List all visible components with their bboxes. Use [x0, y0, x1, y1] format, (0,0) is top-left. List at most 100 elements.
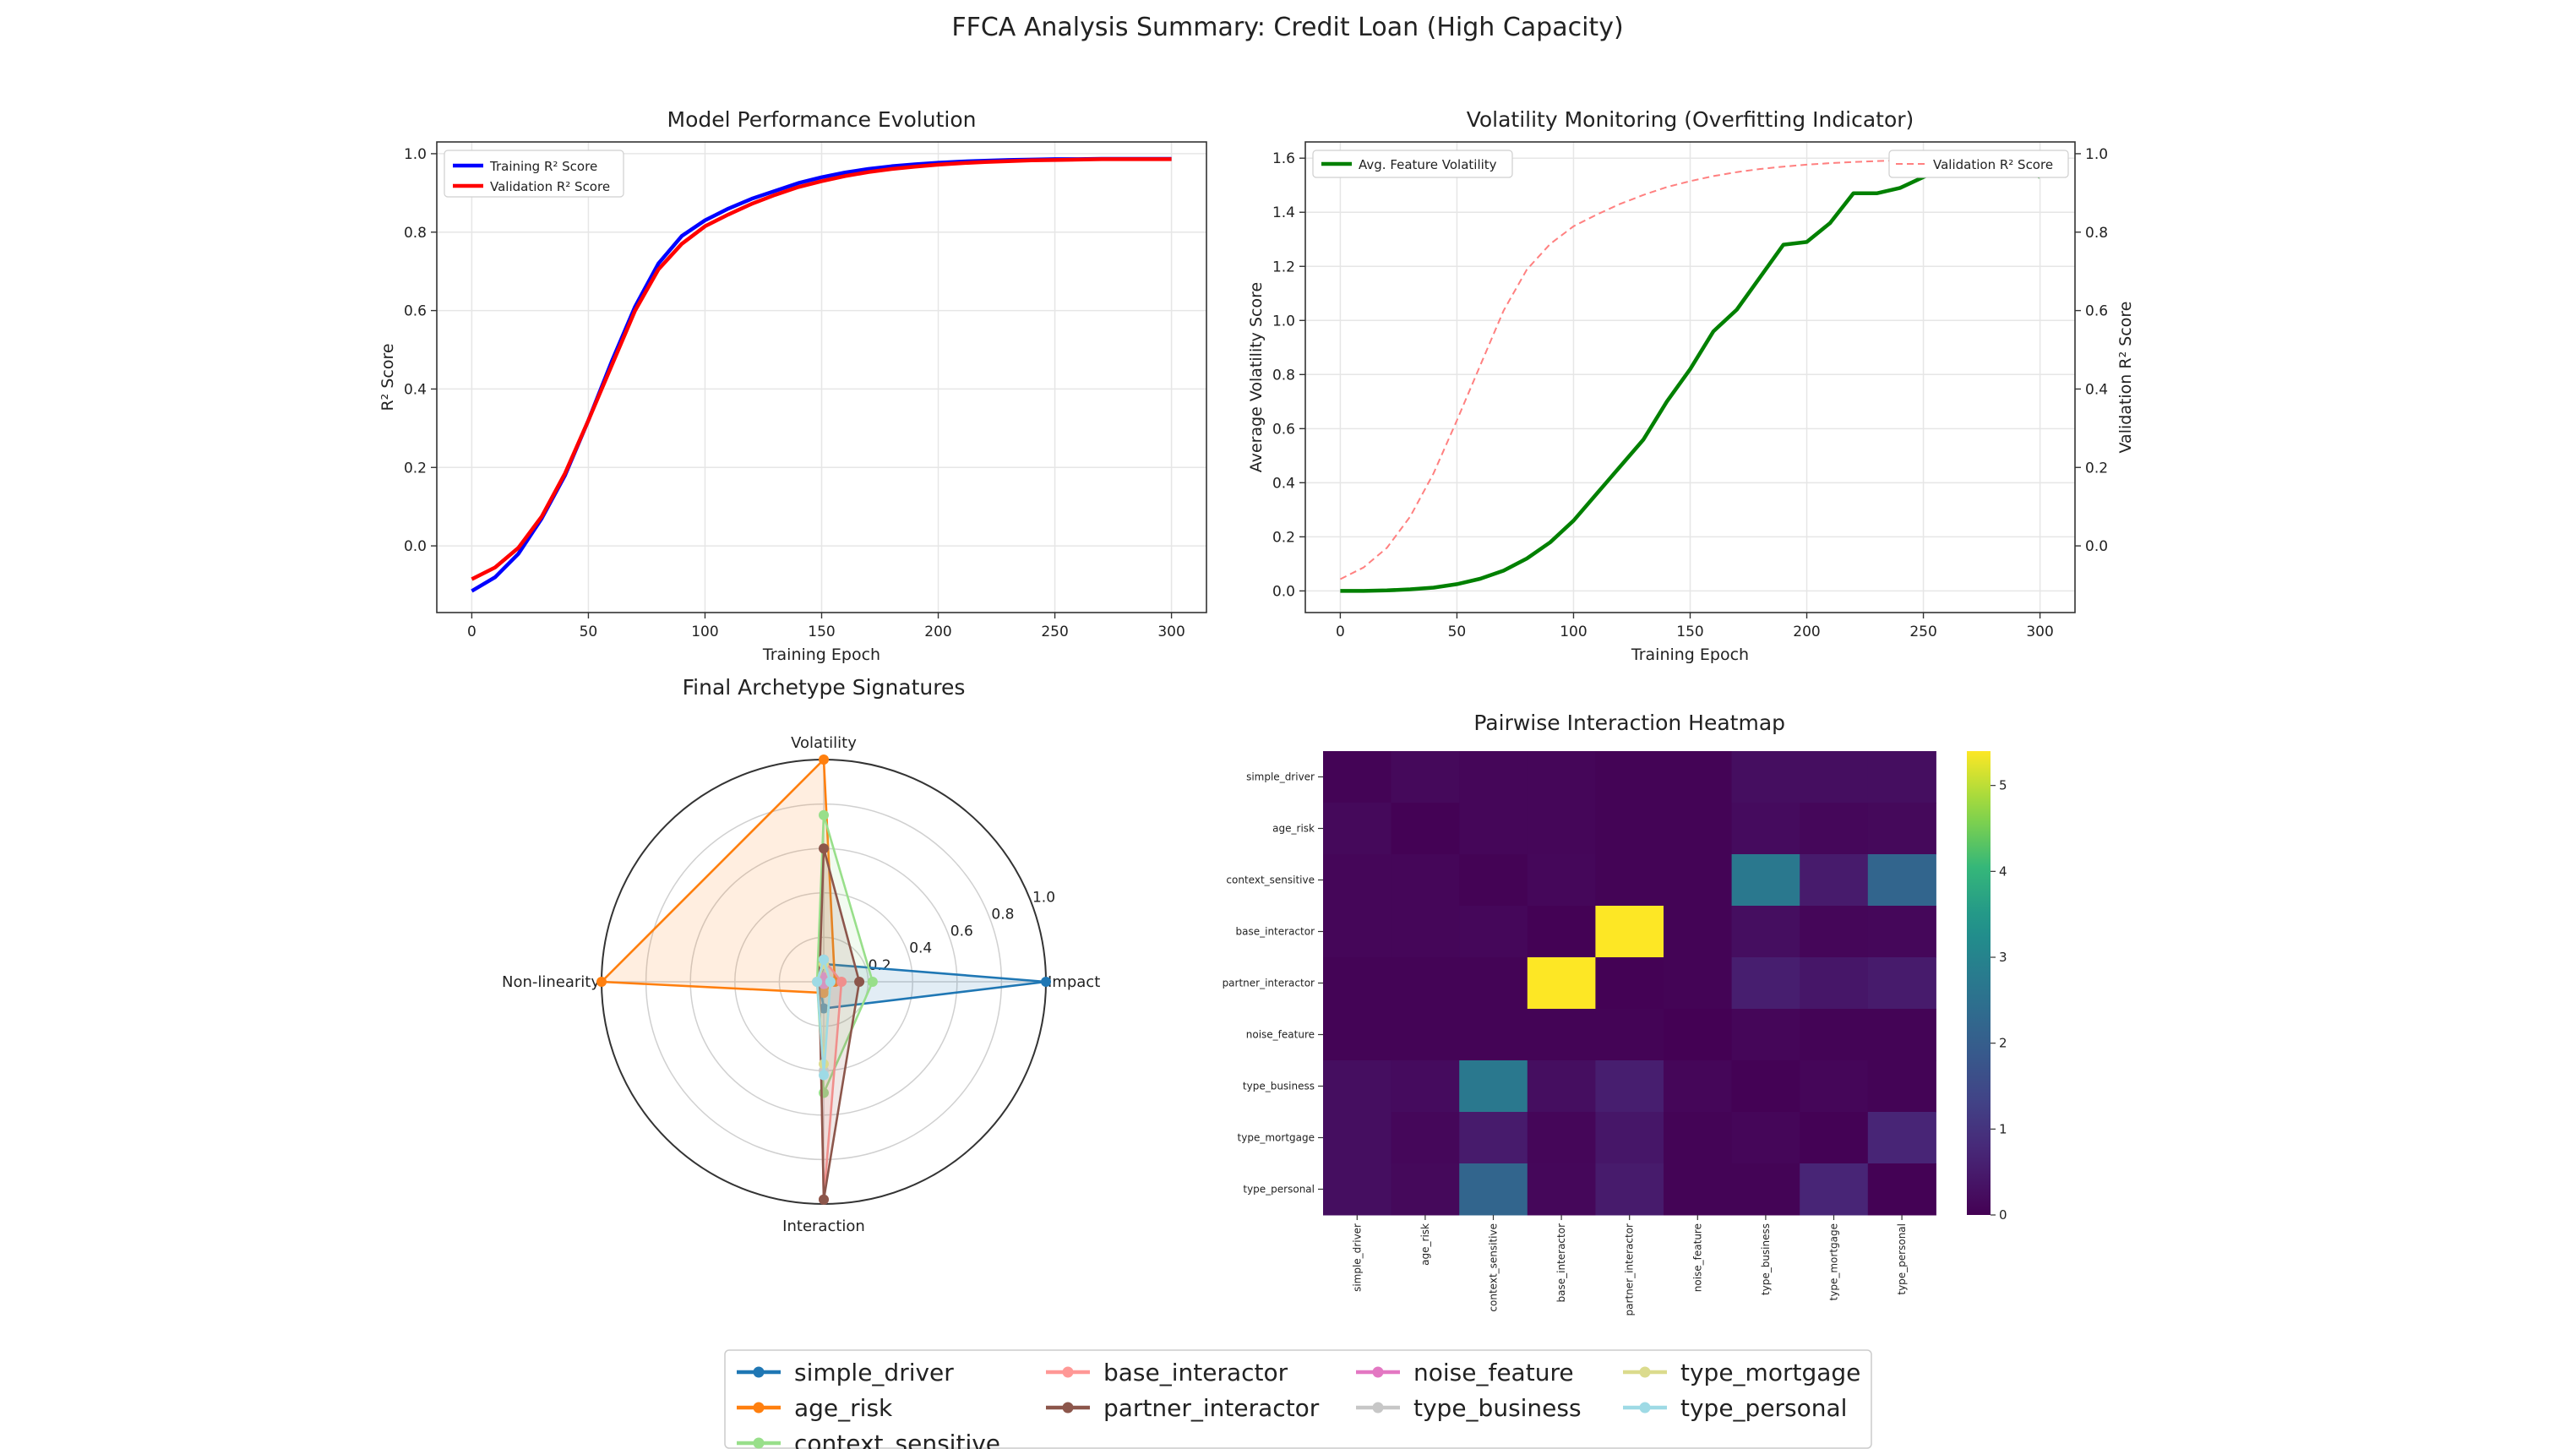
y-tick-label: 1.4: [1272, 204, 1295, 221]
radar-point: [819, 1070, 829, 1081]
heatmap-cell: [1731, 1163, 1800, 1216]
legend-swatch-marker: [1372, 1402, 1384, 1414]
heatmap-cell: [1731, 803, 1800, 855]
axis-label-volatility: Volatility: [791, 734, 857, 752]
y-tick-label: 1.0: [404, 146, 427, 163]
performance-chart: 0 50 100 150 200 250 300 0.0 0.2 0.4 0.6 0.8 1.0 Mode…: [379, 107, 1207, 664]
legend-box: [444, 150, 624, 198]
row-label: base_interactor: [1236, 926, 1315, 938]
legend-swatch-marker: [753, 1437, 765, 1449]
column-label: base_interactor: [1555, 1223, 1567, 1303]
legend-label: type_business: [1413, 1394, 1582, 1422]
x-tick-label: 0: [1336, 624, 1345, 640]
y-tick-label: 1.6: [1272, 150, 1295, 167]
y-tick-label: 0.0: [404, 538, 427, 555]
x-tick-label: 150: [1676, 624, 1703, 640]
colorbar-tick-label: 4: [1999, 863, 2007, 879]
volatility-chart: 0 50 100 150 200 250 300 0.0 0.2 0.4 0.6 0.8 1.0 1.2 1…: [1247, 107, 2135, 664]
heatmap-cell: [1800, 1009, 1869, 1061]
x-tick-label: 300: [2026, 624, 2053, 640]
heatmap-cell: [1527, 957, 1596, 1010]
x-tick-label: 50: [580, 624, 598, 640]
y-tick-label: 0.4: [404, 381, 427, 398]
axis-label-impact: Impact: [1048, 973, 1100, 991]
heatmap-cell: [1867, 1009, 1936, 1061]
heatmap-cell: [1323, 803, 1392, 855]
legend-swatch-marker: [1372, 1366, 1384, 1378]
x-tick-label: 200: [1793, 624, 1820, 640]
radial-tick-label: 0.4: [909, 940, 932, 957]
x-tick-label: 250: [1909, 624, 1936, 640]
heatmap-cell: [1527, 1112, 1596, 1164]
heatmap-cell: [1323, 854, 1392, 907]
legend-item-context-sensitive: context_sensitive: [737, 1430, 1000, 1449]
heatmap-cell: [1867, 906, 1936, 958]
heatmap-cell: [1664, 957, 1733, 1010]
x-tick-label: 100: [691, 624, 718, 640]
heatmap-cell: [1323, 957, 1392, 1010]
radar-series-type-personal: [812, 954, 836, 1081]
heatmap-cell: [1391, 1060, 1460, 1113]
heatmap-cell: [1527, 906, 1596, 958]
radar-point: [1041, 977, 1051, 987]
heatmap-cell: [1664, 906, 1733, 958]
heatmap-cell: [1731, 906, 1800, 958]
heatmap-cell: [1323, 1163, 1392, 1216]
heatmap-cell: [1595, 803, 1664, 855]
heatmap-cell: [1391, 957, 1460, 1010]
radar-point: [867, 977, 878, 987]
heatmap-cell: [1595, 1009, 1664, 1061]
heatmap-cell: [1867, 1163, 1936, 1216]
legend-label: Validation R² Score: [1933, 157, 2053, 172]
colorbar-tick-label: 2: [1999, 1036, 2007, 1051]
heatmap-cell: [1731, 1112, 1800, 1164]
x-tick-label: 300: [1157, 624, 1185, 640]
legend-label: Validation R² Score: [490, 179, 610, 194]
radar-series-age-risk: [596, 754, 841, 999]
radial-tick-label: 0.6: [950, 923, 973, 940]
heatmap-cell: [1459, 957, 1528, 1010]
legend-item-base-interactor: base_interactor: [1046, 1359, 1288, 1386]
y-right-tick-label: 0.0: [2085, 538, 2108, 555]
radar-point: [836, 977, 847, 987]
heatmap-cell: [1867, 957, 1936, 1010]
heatmap-cell: [1391, 1163, 1460, 1216]
legend-label: Avg. Feature Volatility: [1359, 157, 1497, 172]
radar-point: [819, 954, 829, 965]
heatmap-cell: [1459, 1009, 1528, 1061]
legend-box-right: [1888, 150, 2069, 178]
heatmap-cell: [1391, 751, 1460, 803]
y-tick-label: 0.6: [404, 303, 427, 320]
radar-polygon: [599, 757, 836, 994]
radar-point: [596, 977, 607, 987]
heatmap-cell: [1867, 803, 1936, 855]
heatmap-cell: [1527, 1060, 1596, 1113]
row-label: type_mortgage: [1238, 1132, 1315, 1144]
legend-label: type_mortgage: [1680, 1359, 1860, 1386]
legend-label: age_risk: [794, 1394, 893, 1422]
column-label: age_risk: [1419, 1223, 1431, 1266]
heatmap-cell: [1459, 1112, 1528, 1164]
heatmap-cell: [1800, 957, 1869, 1010]
legend-label: context_sensitive: [794, 1430, 1000, 1449]
figure-legend: simple_driver age_risk context_sensitive ba…: [724, 1349, 1872, 1449]
heatmap-cell: [1800, 854, 1869, 907]
radar-point: [854, 977, 865, 987]
legend-item-simple-driver: simple_driver: [737, 1359, 954, 1386]
heatmap-cell: [1527, 1009, 1596, 1061]
y-right-tick-label: 0.8: [2085, 225, 2108, 242]
legend-box-left: [1312, 150, 1513, 178]
radial-tick-label: 0.8: [991, 906, 1014, 923]
radial-tick-label: 1.0: [1032, 889, 1055, 906]
legend-label: partner_interactor: [1103, 1394, 1320, 1422]
heatmap-cell: [1391, 1009, 1460, 1061]
heatmap-cell: [1323, 1060, 1392, 1113]
radar-point: [812, 977, 823, 987]
y-axis-label: R² Score: [379, 343, 397, 411]
chart-title: Volatility Monitoring (Overfitting Indic…: [1467, 107, 1914, 132]
column-label: context_sensitive: [1488, 1223, 1500, 1312]
heatmap-cell: [1595, 1112, 1664, 1164]
colorbar-tick-label: 5: [1999, 778, 2007, 793]
y-tick-label: 0.2: [1272, 529, 1295, 546]
legend-swatch-marker: [1062, 1366, 1074, 1378]
